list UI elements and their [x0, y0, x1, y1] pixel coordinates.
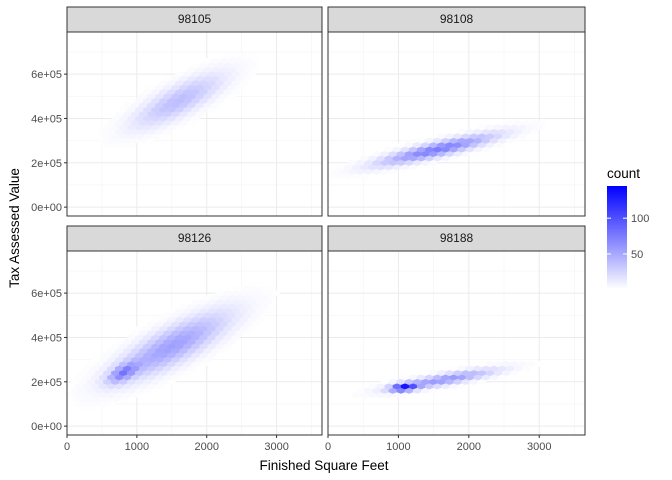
x-tick-label: 2000	[194, 441, 218, 453]
facet-strip-label: 98108	[440, 12, 474, 26]
x-tick-label: 2000	[457, 441, 481, 453]
hexbin-cell	[247, 53, 256, 60]
legend-colorbar	[607, 186, 627, 289]
y-tick-label: 2e+05	[31, 158, 62, 170]
x-tick-label: 3000	[527, 441, 551, 453]
facet-strip	[327, 6, 586, 33]
y-tick-label: 4e+05	[31, 332, 62, 344]
panel-border	[327, 250, 586, 436]
legend-tick-label: 50	[631, 249, 643, 261]
x-tick-label: 0	[325, 441, 331, 453]
facet-panel-98188: 98188	[327, 225, 586, 436]
facet-panel-98126: 98126	[66, 225, 323, 436]
x-axis-title: Finished Square Feet	[259, 458, 388, 473]
facet-strip	[327, 225, 586, 252]
x-tick-label: 0	[64, 441, 70, 453]
y-tick-label: 6e+05	[31, 288, 62, 300]
panel-background	[328, 251, 585, 435]
x-tick-label: 1000	[386, 441, 410, 453]
facet-panel-98108: 98108	[327, 6, 586, 217]
facet-strip-label: 98188	[440, 231, 474, 245]
y-tick-label: 0e+00	[31, 202, 62, 214]
hexbin-layer	[352, 360, 543, 399]
facet-strip-label: 98126	[178, 231, 212, 245]
panel-border	[327, 31, 586, 217]
legend: count 50 100	[607, 166, 649, 289]
facet-panel-98105: 98105	[66, 6, 323, 217]
y-tick-label: 6e+05	[31, 69, 62, 81]
hexbin-cell	[534, 360, 543, 368]
y-axis-title: Tax Assessed Value	[7, 168, 22, 288]
x-tick-label: 3000	[264, 441, 288, 453]
y-tick-label: 0e+00	[31, 421, 62, 433]
legend-title: count	[607, 166, 640, 181]
hexbin-layer	[66, 281, 281, 412]
y-tick-label: 4e+05	[31, 113, 62, 125]
hexbin-layer	[98, 53, 260, 149]
facet-strip	[66, 6, 323, 33]
facet-strip	[66, 225, 323, 252]
facet-strip-label: 98105	[178, 12, 212, 26]
hexbin-cell	[538, 119, 547, 126]
hexbin-cell	[348, 159, 357, 166]
hexbin-cell	[255, 281, 264, 288]
hexbin-cell	[388, 378, 397, 385]
y-tick-label: 2e+05	[31, 377, 62, 389]
hexbin-cell	[380, 378, 389, 385]
hexbin-layer	[327, 119, 547, 180]
hexbin-cell	[267, 285, 277, 292]
legend-tick-label: 100	[631, 213, 649, 225]
panel-border	[66, 31, 323, 217]
panel-border	[66, 250, 323, 436]
x-tick-label: 1000	[125, 441, 149, 453]
